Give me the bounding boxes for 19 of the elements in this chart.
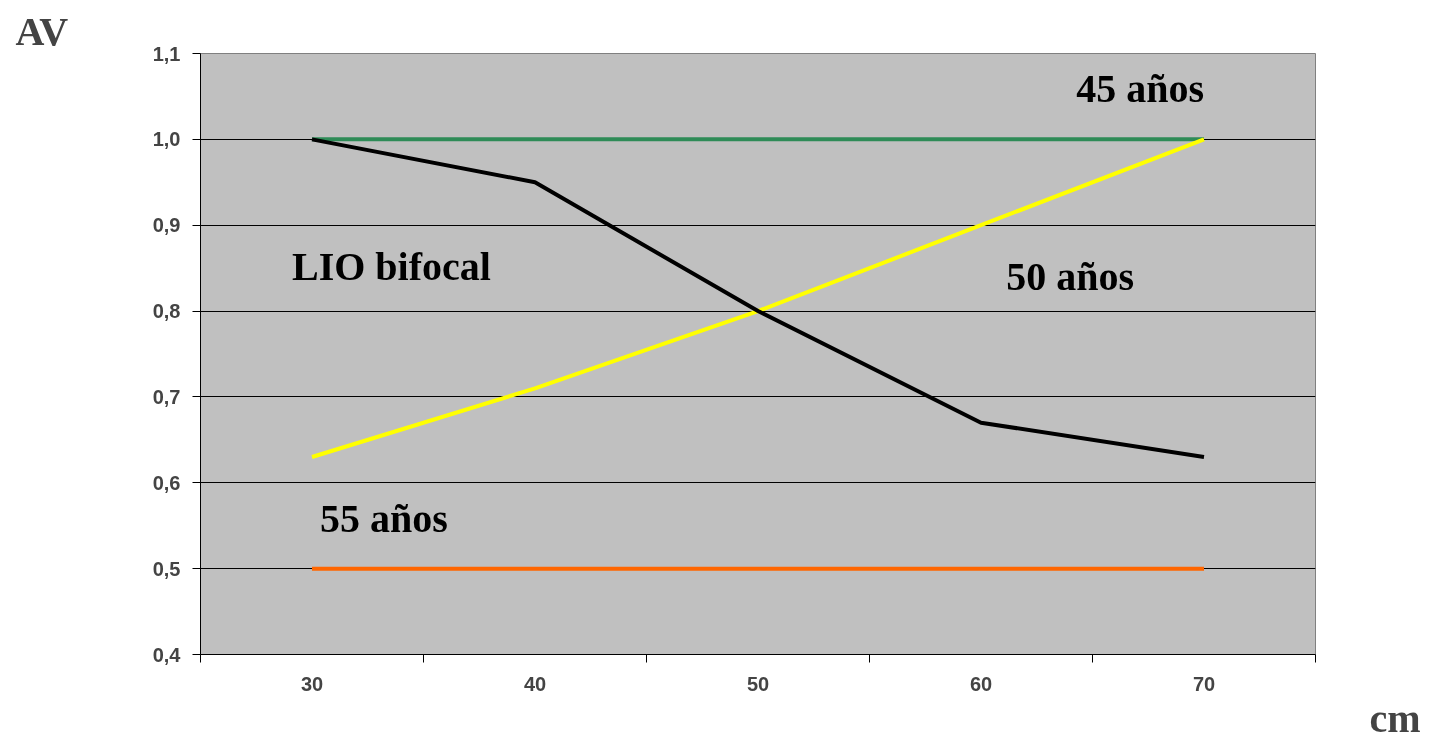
y-tick-label: 0,4 bbox=[152, 643, 182, 666]
x-axis-title: cm bbox=[1369, 695, 1421, 740]
y-tick-label: 1,0 bbox=[152, 128, 181, 151]
y-tick-label: 0,9 bbox=[152, 214, 181, 237]
y-tick-label: 0,7 bbox=[152, 385, 181, 408]
y-tick-label: 0,8 bbox=[152, 300, 181, 323]
series-label: 55 años bbox=[320, 495, 448, 541]
y-tick-label: 0,5 bbox=[152, 557, 181, 580]
y-tick-label: 0,6 bbox=[152, 471, 181, 494]
x-tick-label: 50 bbox=[746, 672, 770, 695]
y-axis-title: AV bbox=[15, 8, 69, 54]
series-label: 45 años bbox=[1076, 66, 1204, 112]
series-label: 50 años bbox=[1006, 254, 1134, 300]
x-tick-label: 60 bbox=[969, 672, 993, 695]
x-tick-label: 40 bbox=[523, 672, 547, 695]
x-tick-label: 70 bbox=[1192, 672, 1216, 695]
x-tick-label: 30 bbox=[300, 672, 324, 695]
y-tick-label: 1,1 bbox=[152, 42, 181, 65]
series-label: LIO bifocal bbox=[292, 244, 491, 290]
